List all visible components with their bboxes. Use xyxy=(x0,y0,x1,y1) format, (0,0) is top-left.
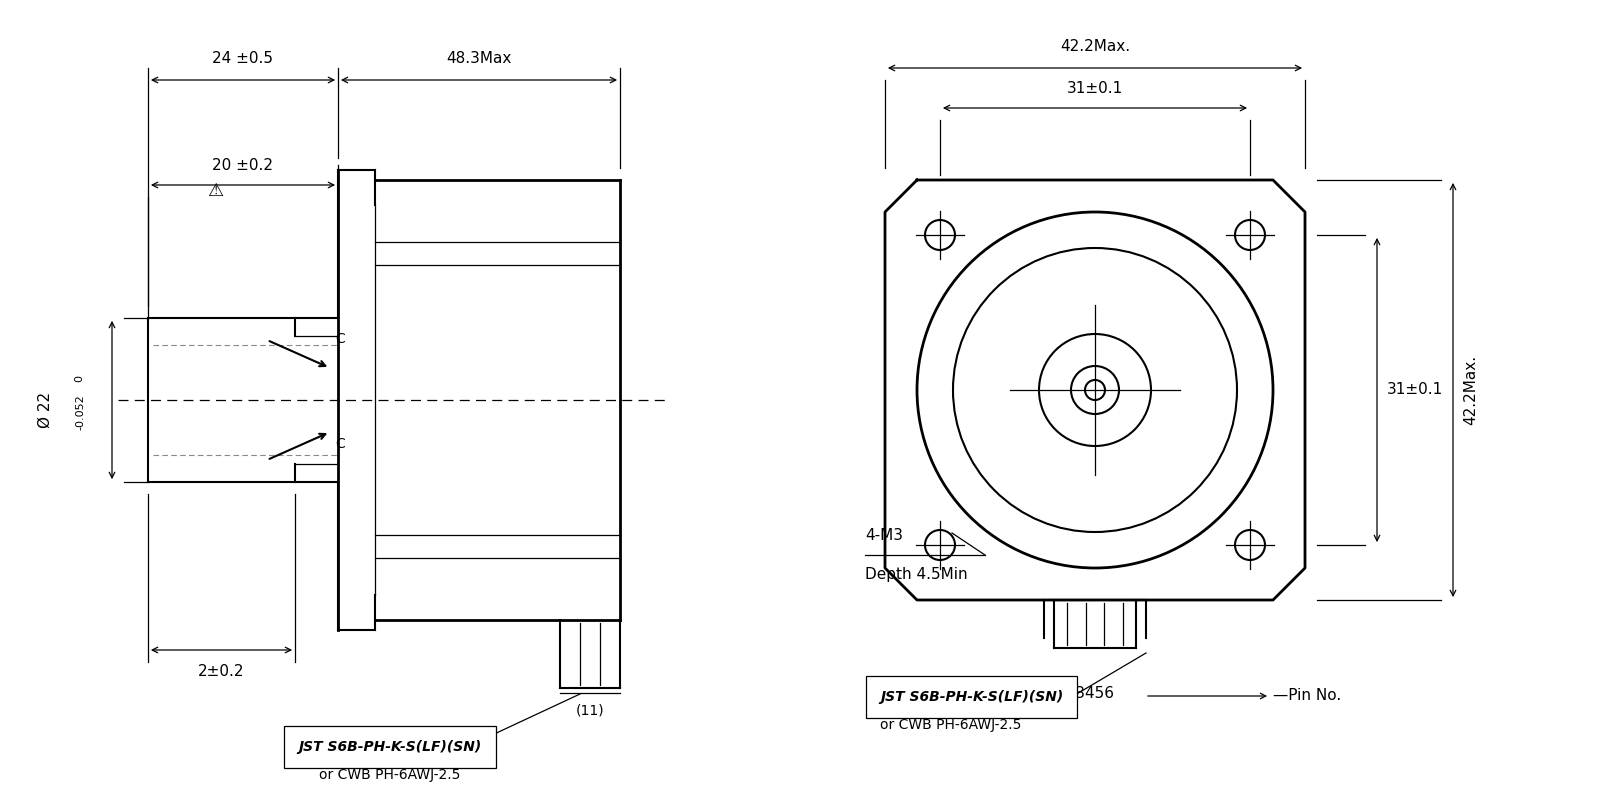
Text: 0: 0 xyxy=(75,375,85,389)
Text: or CWB PH-6AWJ-2.5: or CWB PH-6AWJ-2.5 xyxy=(880,718,1021,732)
Text: ⚠: ⚠ xyxy=(206,182,222,200)
Text: Ø 22: Ø 22 xyxy=(37,392,53,428)
Text: or CWB PH-6AWJ-2.5: or CWB PH-6AWJ-2.5 xyxy=(320,768,461,782)
Text: -0.052: -0.052 xyxy=(75,394,85,430)
Text: —Pin No.: —Pin No. xyxy=(1274,689,1341,703)
Text: JST S6B-PH-K-S(LF)(SN): JST S6B-PH-K-S(LF)(SN) xyxy=(298,740,482,754)
Text: 2±0.2: 2±0.2 xyxy=(198,664,245,679)
Text: 42.2Max.: 42.2Max. xyxy=(1462,355,1478,425)
Text: 24 ±0.5: 24 ±0.5 xyxy=(213,51,274,66)
Text: 20 ±0.2: 20 ±0.2 xyxy=(213,158,274,173)
Text: Depth 4.5Min: Depth 4.5Min xyxy=(866,567,968,582)
Text: 31±0.1: 31±0.1 xyxy=(1387,382,1443,398)
Text: (11): (11) xyxy=(576,704,605,718)
Text: C: C xyxy=(334,332,344,346)
Text: 123456: 123456 xyxy=(1056,686,1114,701)
Text: 31±0.1: 31±0.1 xyxy=(1067,81,1123,96)
Text: 48.3Max: 48.3Max xyxy=(446,51,512,66)
Text: 42.2Max.: 42.2Max. xyxy=(1059,39,1130,54)
Text: JST S6B-PH-K-S(LF)(SN): JST S6B-PH-K-S(LF)(SN) xyxy=(880,690,1064,704)
Text: 4-M3: 4-M3 xyxy=(866,528,902,543)
Text: C: C xyxy=(334,437,344,451)
